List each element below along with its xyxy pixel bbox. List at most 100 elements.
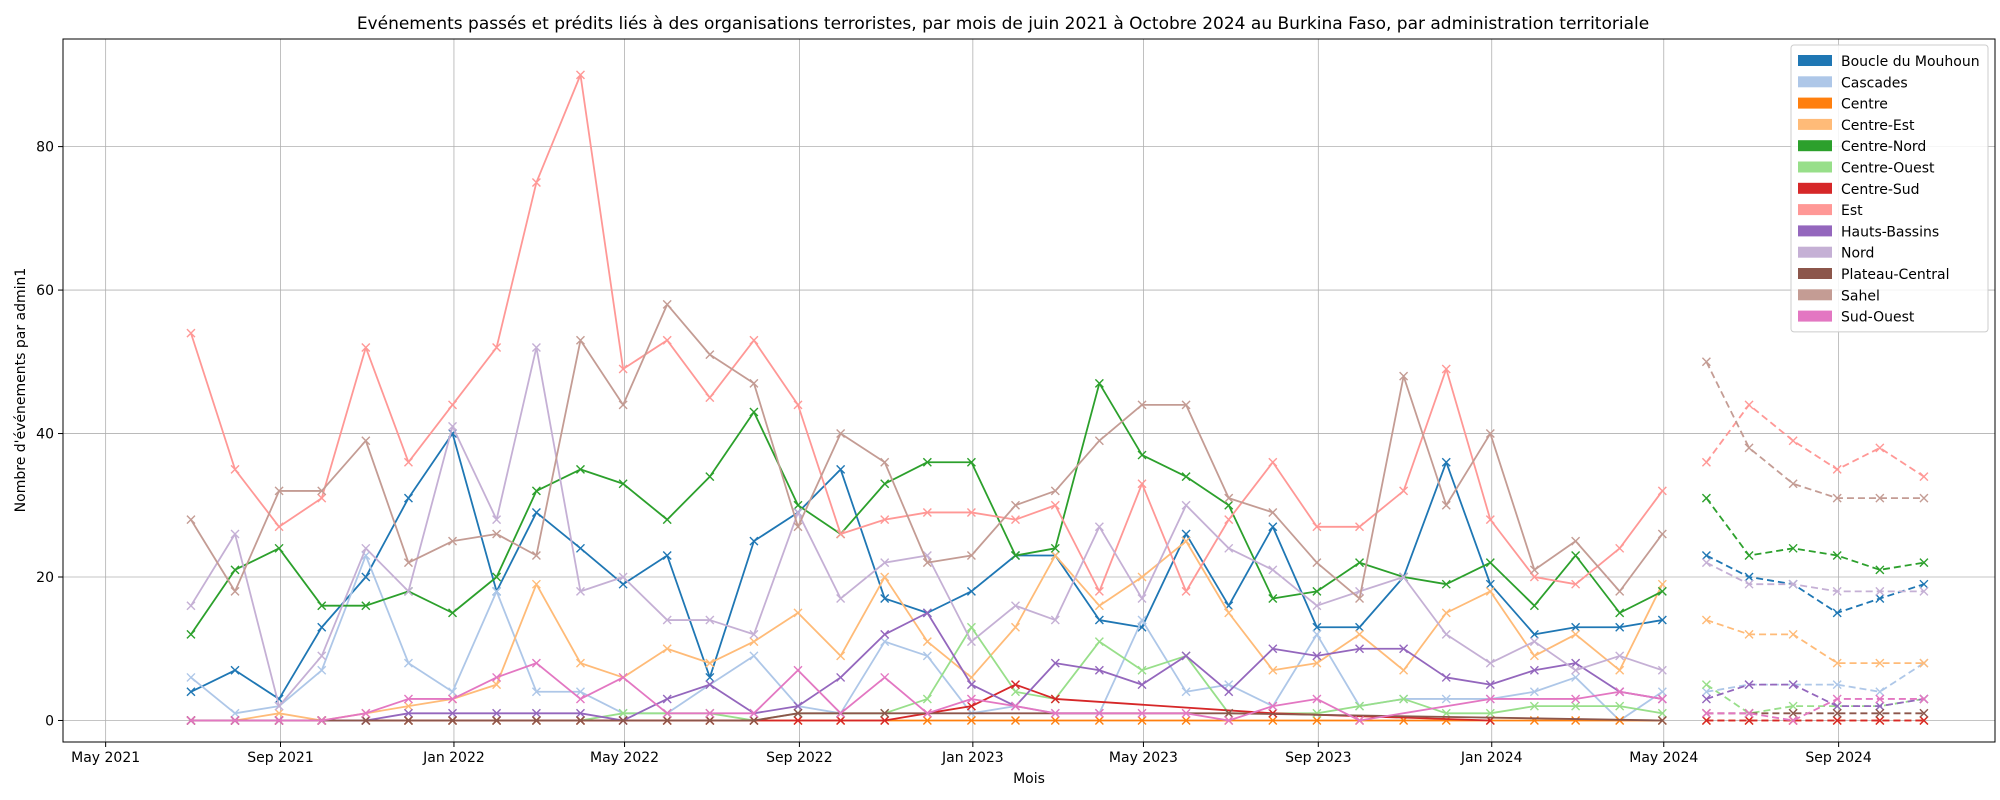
data-point: [618, 579, 628, 589]
data-point: [662, 694, 672, 704]
data-point: [1919, 708, 1929, 718]
data-point: [1571, 550, 1581, 560]
data-point: [274, 486, 284, 496]
data-point: [662, 299, 672, 309]
data-point: [361, 436, 371, 446]
data-point: [230, 464, 240, 474]
data-point: [317, 493, 327, 503]
x-tick-label: May 2021: [71, 750, 140, 766]
data-point: [1355, 558, 1365, 568]
data-point: [1615, 622, 1625, 632]
data-point: [1050, 486, 1060, 496]
chart-title: Evénements passés et prédits liés à des …: [357, 14, 1649, 34]
data-point: [1181, 529, 1191, 539]
data-point: [966, 586, 976, 596]
data-point: [749, 629, 759, 639]
data-point: [1701, 357, 1711, 367]
data-point: [880, 515, 890, 525]
data-point: [705, 393, 715, 403]
data-point: [836, 672, 846, 682]
data-point: [1571, 672, 1581, 682]
data-point: [531, 550, 541, 560]
data-point: [880, 715, 890, 725]
data-point: [1094, 715, 1104, 725]
data-point: [1224, 543, 1234, 553]
data-point: [403, 715, 413, 725]
data-point: [793, 708, 803, 718]
data-point: [1701, 680, 1711, 690]
data-point: [922, 457, 932, 467]
data-point: [1268, 457, 1278, 467]
data-point: [1010, 500, 1020, 510]
data-point: [880, 479, 890, 489]
data-point: [531, 579, 541, 589]
y-tick-label: 60: [36, 283, 54, 299]
data-point: [274, 522, 284, 532]
data-point: [1441, 364, 1451, 374]
data-point: [531, 342, 541, 352]
data-point: [403, 586, 413, 596]
data-point: [1529, 572, 1539, 582]
data-point: [1181, 687, 1191, 697]
series-line-predicted: [1706, 619, 1924, 664]
data-point: [1788, 708, 1798, 718]
data-point: [1875, 658, 1885, 668]
data-point: [749, 536, 759, 546]
data-point: [1399, 572, 1409, 582]
data-point: [1137, 572, 1147, 582]
data-point: [836, 708, 846, 718]
data-point: [705, 715, 715, 725]
data-point: [1050, 715, 1060, 725]
data-point: [575, 658, 585, 668]
data-point: [1312, 522, 1322, 532]
data-point: [1657, 687, 1667, 697]
series-line-predicted: [1706, 561, 1924, 593]
data-point: [836, 529, 846, 539]
data-point: [1312, 694, 1322, 704]
legend-label: Nord: [1841, 246, 1874, 262]
data-point: [1181, 536, 1191, 546]
legend-swatch: [1798, 182, 1832, 194]
data-point: [1399, 486, 1409, 496]
legend-swatch: [1798, 97, 1832, 109]
data-point: [575, 70, 585, 80]
x-tick-label: Jan 2024: [1460, 750, 1523, 766]
data-point: [1485, 579, 1495, 589]
x-tick-label: Jan 2022: [422, 750, 485, 766]
data-point: [1788, 479, 1798, 489]
data-point: [662, 515, 672, 525]
data-point: [531, 486, 541, 496]
data-point: [186, 715, 196, 725]
data-point: [403, 457, 413, 467]
data-point: [1312, 708, 1322, 718]
data-point: [1657, 715, 1667, 725]
data-point: [1832, 701, 1842, 711]
data-point: [1224, 493, 1234, 503]
data-point: [403, 701, 413, 711]
data-point: [1919, 715, 1929, 725]
data-point: [1441, 500, 1451, 510]
data-point: [492, 708, 502, 718]
series-line-past: [190, 346, 1663, 708]
series-line-predicted: [1706, 683, 1925, 708]
data-point: [1657, 615, 1667, 625]
data-point: [1485, 515, 1495, 525]
data-point: [1224, 608, 1234, 618]
legend: Boucle du Mouhoun Cascades Centre Centre-Es…: [1790, 44, 1989, 333]
data-point: [1657, 665, 1667, 675]
data-point: [1657, 708, 1667, 718]
data-point: [1832, 680, 1842, 690]
x-axis-label: Mois: [1013, 771, 1045, 787]
data-point: [836, 464, 846, 474]
legend-box: [1790, 44, 1989, 333]
data-point: [1832, 694, 1842, 704]
data-point: [793, 701, 803, 711]
data-point: [361, 708, 371, 718]
data-point: [1919, 658, 1929, 668]
data-point: [186, 328, 196, 338]
data-point: [1094, 637, 1104, 647]
data-point: [274, 708, 284, 718]
data-point: [1312, 651, 1322, 661]
data-point: [1875, 565, 1885, 575]
data-point: [1571, 536, 1581, 546]
